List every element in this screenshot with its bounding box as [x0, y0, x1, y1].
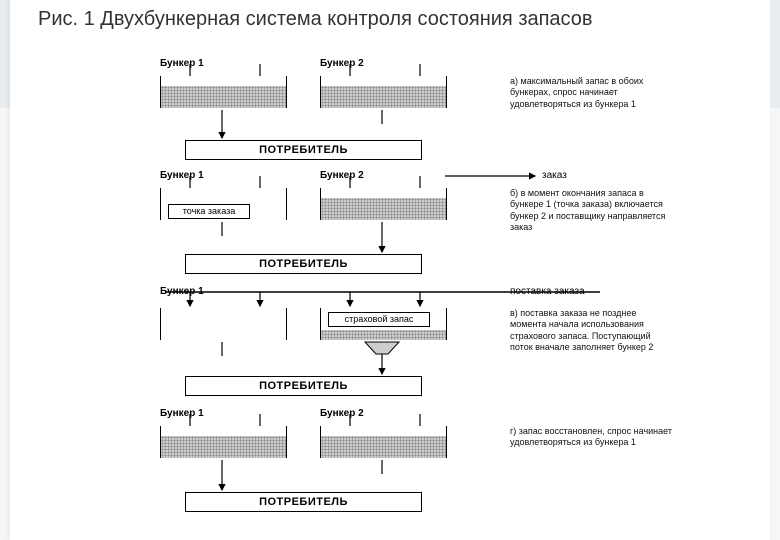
panel-d: Бункер 1 Бункер 2 ПОТРЕБИТЕЛЬ г) запас в…: [110, 408, 690, 518]
bunker2-bin: [320, 426, 447, 458]
caption-c: в) поставка заказа не позднее момента на…: [510, 308, 675, 353]
caption-b: б) в момент окончания запаса в бункере 1…: [510, 188, 675, 233]
consumer-box-c: ПОТРЕБИТЕЛЬ: [185, 376, 422, 396]
order-point-box: точка заказа: [168, 204, 250, 219]
figure-title: Рис. 1 Двухбункерная система контроля со…: [38, 8, 593, 31]
bunker1-fill: [161, 436, 286, 458]
safety-stock-box: страховой запас: [328, 312, 430, 327]
bunker1-bin: [160, 308, 287, 340]
consumer-box-b: ПОТРЕБИТЕЛЬ: [185, 254, 422, 274]
bunker2-fill: [321, 330, 446, 340]
label-bunker2: Бункер 2: [320, 170, 364, 181]
bunker1-bin: [160, 426, 287, 458]
bunker1-bin: [160, 76, 287, 108]
bunker1-fill: [161, 86, 286, 108]
label-bunker1: Бункер 1: [160, 408, 204, 419]
diagram-figure: Бункер 1 Бункер 2 ПОТРЕБИТЕЛЬ а) макс: [110, 58, 690, 528]
label-bunker1: Бункер 1: [160, 170, 204, 181]
panel-b: Бункер 1 Бункер 2 заказ точка заказа П: [110, 170, 690, 282]
bunker2-fill: [321, 86, 446, 108]
label-order: заказ: [542, 170, 567, 181]
label-delivery: поставка заказа: [510, 286, 585, 297]
label-bunker2: Бункер 2: [320, 408, 364, 419]
caption-a: а) максимальный запас в обоих бункерах, …: [510, 76, 675, 110]
consumer-box-d: ПОТРЕБИТЕЛЬ: [185, 492, 422, 512]
bunker2-bin: [320, 188, 447, 220]
label-bunker2: Бункер 2: [320, 58, 364, 69]
bunker2-bin: [320, 76, 447, 108]
bunker2-fill: [321, 436, 446, 458]
label-bunker1: Бункер 1: [160, 58, 204, 69]
panel-c: Бункер 1 поставка заказа страховой запас: [110, 286, 690, 404]
label-bunker1: Бункер 1: [160, 286, 204, 297]
panel-a: Бункер 1 Бункер 2 ПОТРЕБИТЕЛЬ а) макс: [110, 58, 690, 166]
caption-d: г) запас восстановлен, спрос начинает уд…: [510, 426, 675, 449]
consumer-box-a: ПОТРЕБИТЕЛЬ: [185, 140, 422, 160]
bunker2-fill: [321, 198, 446, 220]
